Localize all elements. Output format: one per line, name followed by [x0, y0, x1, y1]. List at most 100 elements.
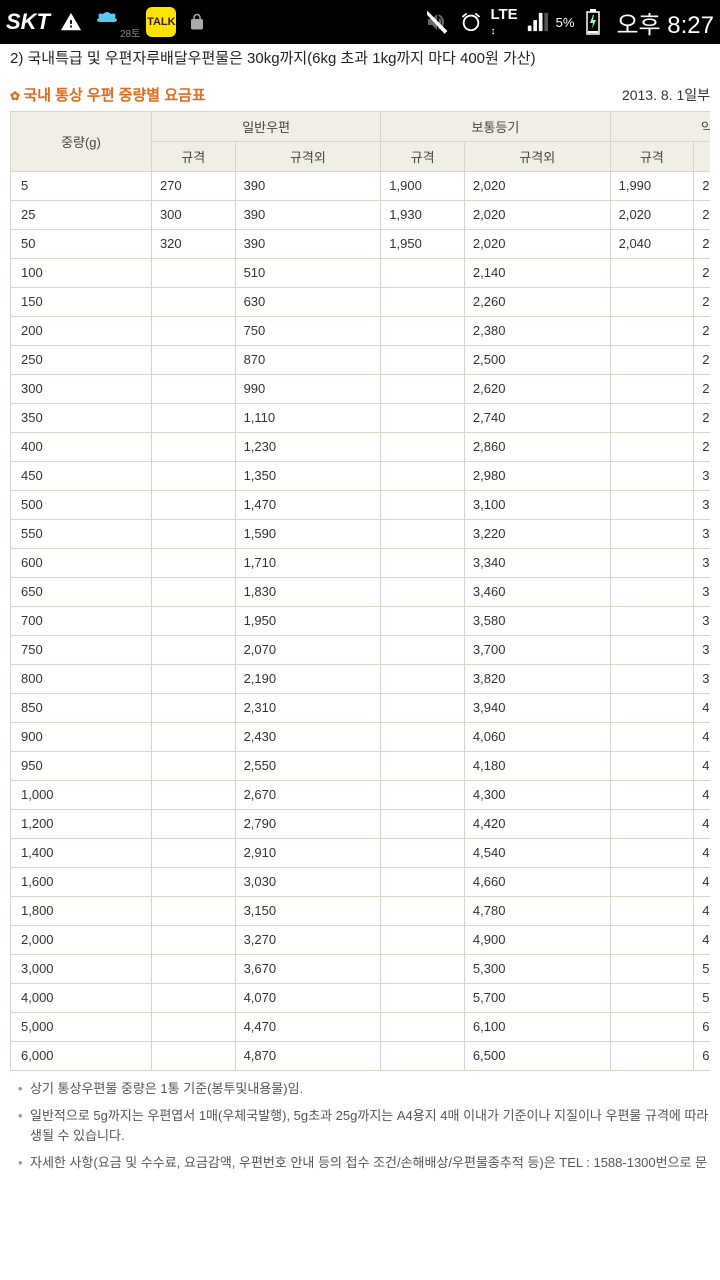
table-cell: 300 [11, 374, 152, 403]
table-row: 9002,4304,0604,1 [11, 722, 711, 751]
table-cell: 1,230 [235, 432, 381, 461]
table-cell: 3,580 [464, 606, 610, 635]
table-cell: 2,3 [694, 287, 710, 316]
table-cell: 2,020 [464, 229, 610, 258]
table-cell: 200 [11, 316, 152, 345]
table-cell: 2,8 [694, 403, 710, 432]
table-cell [151, 635, 235, 664]
table-cell [151, 809, 235, 838]
table-cell: 2,860 [464, 432, 610, 461]
table-cell [381, 925, 465, 954]
table-cell: 2,140 [464, 258, 610, 287]
table-cell: 1,950 [235, 606, 381, 635]
table-cell: 1,710 [235, 548, 381, 577]
table-group-header: 중량(g) [11, 111, 152, 171]
table-cell [151, 403, 235, 432]
table-row: 1,6003,0304,6604,7 [11, 867, 711, 896]
table-cell [610, 925, 694, 954]
table-cell [610, 635, 694, 664]
table-row: 3009902,6202,7 [11, 374, 711, 403]
table-cell: 2,550 [235, 751, 381, 780]
table-cell: 2,500 [464, 345, 610, 374]
table-cell: 800 [11, 664, 152, 693]
table-cell [381, 954, 465, 983]
table-cell: 2,620 [464, 374, 610, 403]
table-row: 1,4002,9104,5404,6 [11, 838, 711, 867]
table-group-header: 일반우편 [151, 111, 380, 141]
table-cell: 510 [235, 258, 381, 287]
table-cell: 4,6 [694, 838, 710, 867]
table-cell: 2,070 [235, 635, 381, 664]
rate-table-container[interactable]: 중량(g)일반우편보통등기익일특급규격규격외규격규격외규격규격외 5270390… [10, 111, 710, 1071]
table-cell: 50 [11, 229, 152, 258]
table-cell: 3,150 [235, 896, 381, 925]
section-header: 국내 통상 우편 중량별 요금표 2013. 8. 1일부 [10, 84, 710, 105]
vibrate-icon [422, 7, 452, 37]
table-row: 5001,4703,1003,1 [11, 490, 711, 519]
table-cell: 1,830 [235, 577, 381, 606]
table-cell [381, 693, 465, 722]
table-cell: 2,020 [464, 171, 610, 200]
table-cell [151, 287, 235, 316]
table-cell: 2,430 [235, 722, 381, 751]
table-cell: 5 [11, 171, 152, 200]
table-cell: 6,100 [464, 1012, 610, 1041]
table-row: 5,0004,4706,1006,1 [11, 1012, 711, 1041]
table-cell [151, 983, 235, 1012]
lte-label: LTE↕ [490, 7, 517, 37]
table-row: 2,0003,2704,9004,9 [11, 925, 711, 954]
table-cell: 3,100 [464, 490, 610, 519]
table-cell: 630 [235, 287, 381, 316]
table-cell [151, 490, 235, 519]
table-cell [610, 896, 694, 925]
table-row: 6001,7103,3403,4 [11, 548, 711, 577]
table-cell [610, 954, 694, 983]
table-cell: 3,270 [235, 925, 381, 954]
table-cell: 320 [151, 229, 235, 258]
table-cell [610, 461, 694, 490]
table-cell: 2,790 [235, 809, 381, 838]
table-cell [381, 577, 465, 606]
table-row: 2007502,3802,4 [11, 316, 711, 345]
table-cell [151, 548, 235, 577]
table-group-header: 보통등기 [381, 111, 610, 141]
footnote-item: 상기 통상우편물 중량은 1통 기준(봉투및내용물)임. [22, 1079, 710, 1100]
table-sub-header: 규격 [610, 141, 694, 171]
table-row: 5501,5903,2203,3 [11, 519, 711, 548]
table-cell [151, 925, 235, 954]
table-cell: 6,000 [11, 1041, 152, 1070]
weather-label: 28토 [120, 25, 140, 40]
table-cell: 3,460 [464, 577, 610, 606]
table-cell: 1,590 [235, 519, 381, 548]
table-cell: 3,0 [694, 461, 710, 490]
table-cell: 100 [11, 258, 152, 287]
table-row: 1,2002,7904,4204,5 [11, 809, 711, 838]
table-cell [610, 519, 694, 548]
table-cell: 4,070 [235, 983, 381, 1012]
table-cell: 4,060 [464, 722, 610, 751]
table-row: 253003901,9302,0202,0202,1 [11, 200, 711, 229]
table-cell: 650 [11, 577, 152, 606]
table-cell [151, 606, 235, 635]
table-cell [610, 809, 694, 838]
table-cell [610, 751, 694, 780]
table-cell [381, 1012, 465, 1041]
table-cell: 2,040 [610, 229, 694, 258]
table-sub-header: 규격 [381, 141, 465, 171]
table-cell: 4,420 [464, 809, 610, 838]
table-cell [610, 722, 694, 751]
table-cell: 5,300 [464, 954, 610, 983]
table-cell [610, 664, 694, 693]
table-cell: 6,500 [464, 1041, 610, 1070]
table-cell [610, 490, 694, 519]
table-cell: 390 [235, 200, 381, 229]
table-cell [381, 751, 465, 780]
table-cell: 2,9 [694, 432, 710, 461]
warning-icon [56, 7, 86, 37]
table-cell [151, 345, 235, 374]
table-cell [381, 316, 465, 345]
table-cell: 850 [11, 693, 152, 722]
table-cell: 3,3 [694, 519, 710, 548]
table-cell [151, 722, 235, 751]
battery-charging-icon [578, 7, 608, 37]
